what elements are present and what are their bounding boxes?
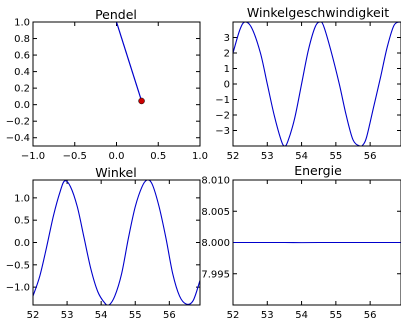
pendel-bob [138, 97, 145, 105]
winkel-xtick-label: 53 [61, 310, 74, 321]
pendel-ytick-label: 1.0 [14, 18, 30, 29]
winkelgeschwindigkeit-series-line [233, 22, 401, 146]
pendel-ytick-label: −0.4 [6, 133, 30, 144]
winkel-series-line [33, 180, 200, 305]
winkelgeschwindigkeit-ytick-label: 1 [224, 64, 230, 75]
pendel-title: Pendel [95, 7, 137, 22]
pendel-xtick-label: 0.5 [150, 151, 166, 162]
pendel-ytick-label: 0.2 [14, 84, 30, 95]
winkelgeschwindigkeit-ytick-label: 2 [224, 49, 230, 60]
winkel-ytick-label: 1.0 [14, 193, 30, 204]
winkelgeschwindigkeit-xtick-label: 52 [227, 151, 240, 162]
winkel-ytick-label: −1.0 [6, 283, 30, 294]
pendel-ytick-label: −0.2 [6, 117, 30, 128]
winkel-ytick-label: 0.0 [14, 238, 30, 249]
winkel-ytick-label: 0.5 [14, 216, 30, 227]
winkelgeschwindigkeit-ytick-label: −3 [215, 126, 230, 137]
pendel-rod [115, 22, 143, 102]
pendel-axes-frame [32, 21, 201, 147]
energie-axes-frame [232, 179, 401, 306]
winkelgeschwindigkeit-title: Winkelgeschwindigkeit [247, 5, 389, 20]
pendel-ytick-label: 0.6 [14, 51, 30, 62]
energie-xtick-label: 55 [329, 310, 342, 321]
winkelgeschwindigkeit-axes-frame [232, 21, 401, 147]
energie-ytick-label: 8.000 [201, 238, 230, 249]
energie-xtick-label: 52 [227, 310, 240, 321]
winkel-ytick-label: −0.5 [6, 260, 30, 271]
energie-ytick-label: 7.995 [201, 269, 230, 280]
energie-title: Energie [294, 163, 342, 178]
winkel-axes-frame [32, 179, 201, 306]
winkelgeschwindigkeit-xtick-label: 56 [364, 151, 377, 162]
energie-xtick-label: 56 [364, 310, 377, 321]
pendel-xtick-label: 1.0 [192, 151, 208, 162]
energie-ytick-label: 8.005 [201, 207, 230, 218]
pendel-xtick-label: 0.0 [109, 151, 125, 162]
pendel-ytick-label: 0.4 [14, 67, 30, 78]
energie-panel: Energie 52 53 54 55 56 8.010 8.005 8.000 7.995 [201, 163, 401, 321]
winkel-xtick-label: 52 [27, 310, 40, 321]
winkel-title: Winkel [95, 165, 136, 180]
winkelgeschwindigkeit-xtick-label: 53 [261, 151, 274, 162]
winkelgeschwindigkeit-ytick-label: −1 [215, 95, 230, 106]
pendel-xtick-label: −0.5 [63, 151, 87, 162]
winkelgeschwindigkeit-panel: Winkelgeschwindigkeit 52 53 54 55 56 3 2 1 0 −1 −2 −… [215, 5, 401, 162]
energie-xtick-label: 54 [295, 310, 308, 321]
pendel-panel: Pendel −1.0 −0.5 0.0 0.5 1.0 1.0 0.8 0.6 0.4 0.2 0.… [6, 7, 208, 162]
winkel-xtick-label: 55 [129, 310, 142, 321]
winkelgeschwindigkeit-ytick-label: −2 [215, 111, 230, 122]
energie-ytick-label: 8.010 [201, 176, 230, 187]
winkelgeschwindigkeit-xtick-label: 54 [295, 151, 308, 162]
pendel-ytick-label: 0.0 [14, 100, 30, 111]
winkel-xtick-label: 54 [95, 310, 108, 321]
winkelgeschwindigkeit-ytick-label: 0 [224, 80, 230, 91]
pendel-ytick-label: 0.8 [14, 34, 30, 45]
winkelgeschwindigkeit-ytick-label: 3 [224, 33, 230, 44]
pendel-xtick-label: −1.0 [21, 151, 45, 162]
winkel-panel: Winkel 52 53 54 55 56 1.0 0.5 0.0 −0.5 −1.0 [6, 165, 201, 321]
energie-xtick-label: 53 [261, 310, 274, 321]
winkelgeschwindigkeit-xtick-label: 55 [329, 151, 342, 162]
winkel-xtick-label: 56 [163, 310, 176, 321]
